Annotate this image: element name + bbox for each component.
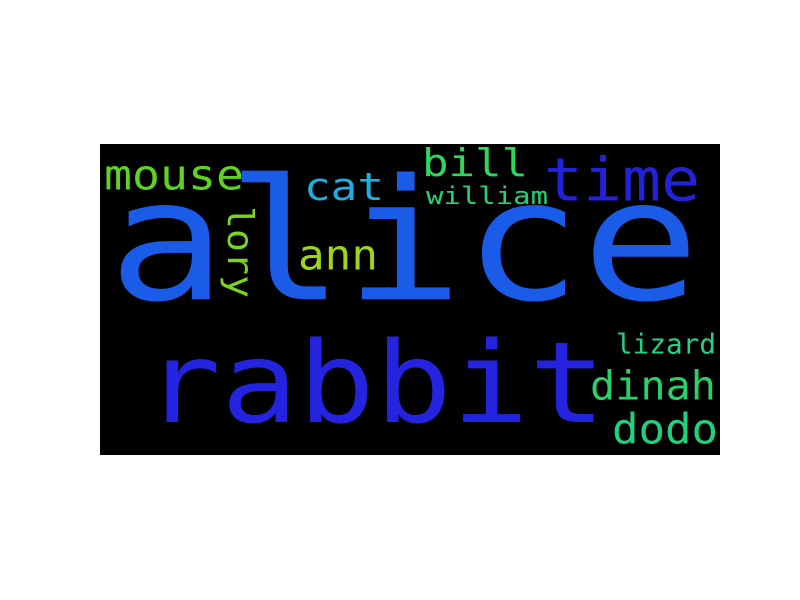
word-alice: alice (108, 144, 700, 340)
word-cat: cat (304, 164, 384, 210)
word-time: time (544, 144, 700, 215)
word-bill: bill (422, 144, 528, 186)
word-rabbit: rabbit (144, 317, 606, 449)
word-lory: lory (219, 206, 262, 298)
word-dodo: dodo (612, 404, 718, 454)
word-william: william (426, 181, 548, 210)
word-ann: ann (298, 230, 378, 280)
word-lizard: lizard (616, 327, 716, 361)
word-cloud: alice rabbit time mouse cat bill william lory an… (100, 144, 720, 455)
word-dinah: dinah (590, 362, 716, 410)
word-mouse: mouse (104, 150, 244, 200)
